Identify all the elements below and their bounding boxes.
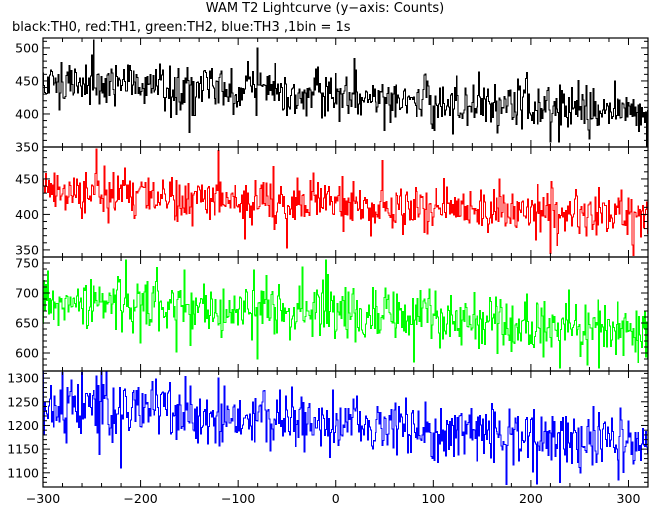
panels-layer: 350 400 450 500 350 400 450 600 650 700 750 1100 115…: [7, 37, 649, 488]
x-tick-label: 200: [519, 491, 543, 505]
x-tick-label: 0: [332, 491, 340, 505]
x-tick-label: −200: [123, 491, 157, 505]
y-tick-label: 1150: [7, 442, 39, 457]
panel-frame: [42, 370, 649, 488]
x-tick-label: −300: [26, 491, 60, 505]
series-line-th0: [43, 39, 648, 147]
x-tick-label: 300: [617, 491, 641, 505]
y-tick-label: 450: [15, 73, 39, 88]
series-line-th1: [43, 148, 648, 257]
series-line-th2: [43, 259, 648, 369]
y-tick-label: 400: [15, 207, 39, 222]
y-tick-label: 1200: [7, 418, 39, 433]
series-line-th3: [43, 371, 648, 486]
y-tick-label: 1300: [7, 371, 39, 386]
y-tick-label: 600: [15, 346, 39, 361]
y-tick-label: 400: [15, 106, 39, 121]
y-tick-label: 1100: [7, 465, 39, 480]
y-tick-label: 1250: [7, 394, 39, 409]
x-tick-label: 100: [421, 491, 445, 505]
y-tick-label: 350: [15, 242, 39, 257]
y-tick-label: 650: [15, 316, 39, 331]
y-tick-label: 700: [15, 286, 39, 301]
panel-th3: 1100 1150 1200 1250 1300: [7, 370, 649, 488]
y-tick-label: 450: [15, 171, 39, 186]
y-tick-label: 750: [15, 256, 39, 271]
chart-title: WAM T2 Lightcurve (y−axis: Counts): [206, 1, 444, 16]
y-tick-label: 350: [15, 140, 39, 155]
chart-subtitle: black:TH0, red:TH1, green:TH2, blue:TH3 …: [12, 20, 351, 35]
x-tick-label: −100: [221, 491, 255, 505]
y-tick-label: 500: [15, 40, 39, 55]
x-axis: −300 −200 −100 0 100 200 300: [26, 491, 641, 505]
